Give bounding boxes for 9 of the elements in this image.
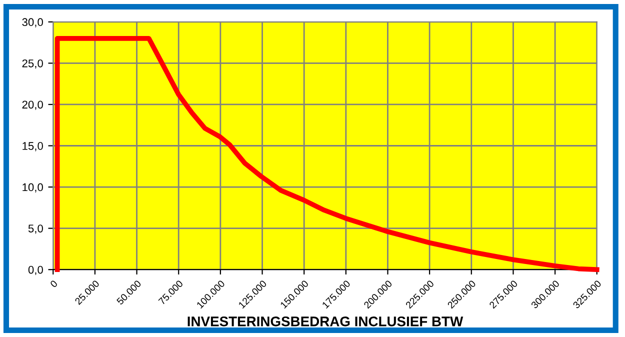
y-tick-label: 0,0 [28,266,43,276]
x-axis-title: INVESTERINGSBEDRAG INCLUSIEF BTW [188,316,464,326]
y-tick-label: 20,0 [22,100,43,110]
x-tick-label: 0 [50,280,58,288]
y-tick-label: 30,0 [22,18,43,28]
y-tick-label: 25,0 [22,59,43,69]
y-tick-label: 5,0 [28,224,43,234]
y-tick-label: 10,0 [22,183,43,192]
y-tick-label: 15,0 [22,142,43,152]
